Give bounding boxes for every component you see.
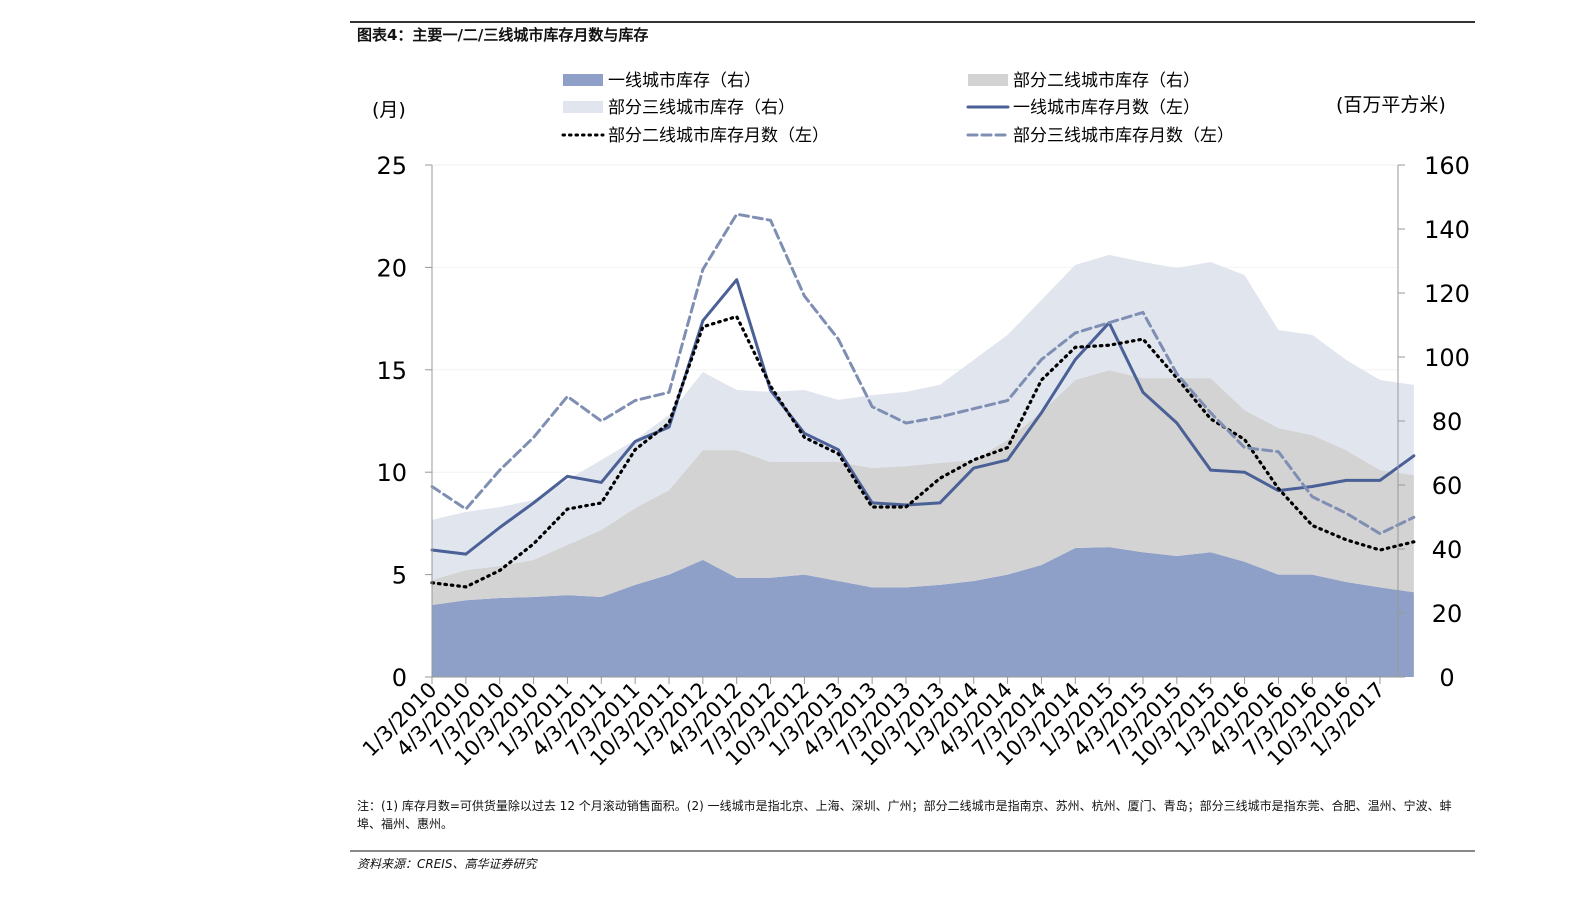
source-note: 资料来源：CREIS、高华证券研究	[357, 857, 537, 871]
right-tick-label: 120	[1424, 280, 1470, 308]
legend-label: 部分三线城市库存月数（左）	[1013, 126, 1234, 146]
area-series-1	[432, 547, 1414, 677]
figure-title: 图表4：主要一/二/三线城市库存月数与库存	[357, 26, 649, 44]
left-tick-label: 25	[376, 152, 407, 180]
left-tick-label: 10	[376, 459, 407, 487]
right-tick-label: 0	[1439, 664, 1454, 692]
left-tick-label: 5	[392, 562, 407, 590]
legend-item: 部分二线城市库存（右）	[968, 71, 1200, 91]
legend-item: 部分三线城市库存月数（左）	[966, 126, 1234, 146]
legend-item: 一线城市库存月数（左）	[966, 98, 1200, 118]
left-axis-unit: (月)	[372, 99, 406, 121]
area-series-2	[432, 370, 1414, 605]
right-tick-label: 80	[1432, 408, 1463, 436]
legend-label: 一线城市库存月数（左）	[1013, 98, 1200, 118]
left-tick-label: 15	[376, 357, 407, 385]
right-tick-label: 60	[1432, 472, 1463, 500]
left-tick-label: 20	[376, 254, 407, 282]
right-axis-unit: (百万平方米)	[1336, 94, 1446, 116]
legend-label: 部分二线城市库存（右）	[1013, 71, 1200, 91]
legend-swatch	[563, 101, 603, 113]
areas	[432, 254, 1414, 677]
legend-swatch	[968, 74, 1008, 86]
legend-item: 部分三线城市库存（右）	[563, 98, 795, 118]
line-series-3	[430, 212, 1416, 536]
right-tick-label: 20	[1432, 600, 1463, 628]
right-tick-label: 40	[1432, 536, 1463, 564]
footnote: 注：(1) 库存月数=可供货量除以过去 12 个月滚动销售面积。(2) 一线城市…	[357, 799, 1452, 831]
right-tick-label: 160	[1424, 152, 1470, 180]
legend-item: 一线城市库存（右）	[563, 71, 761, 91]
right-tick-label: 140	[1424, 216, 1470, 244]
legend-label: 部分三线城市库存（右）	[608, 98, 795, 118]
legend-label: 部分二线城市库存月数（左）	[608, 126, 829, 146]
bottom-rule	[350, 850, 1475, 852]
legend: 一线城市库存（右） 部分二线城市库存（右） 部分三线城市库存（右） 一线城市库存月数（…	[561, 71, 1234, 146]
legend-label: 一线城市库存（右）	[608, 71, 761, 91]
legend-item: 部分二线城市库存月数（左）	[561, 126, 829, 146]
area-series-3	[432, 254, 1414, 581]
right-tick-label: 100	[1424, 344, 1470, 372]
left-tick-label: 0	[392, 664, 407, 692]
line-series-1	[430, 278, 1416, 556]
legend-swatch	[563, 74, 603, 86]
lines	[430, 212, 1416, 589]
top-rule	[350, 21, 1475, 23]
